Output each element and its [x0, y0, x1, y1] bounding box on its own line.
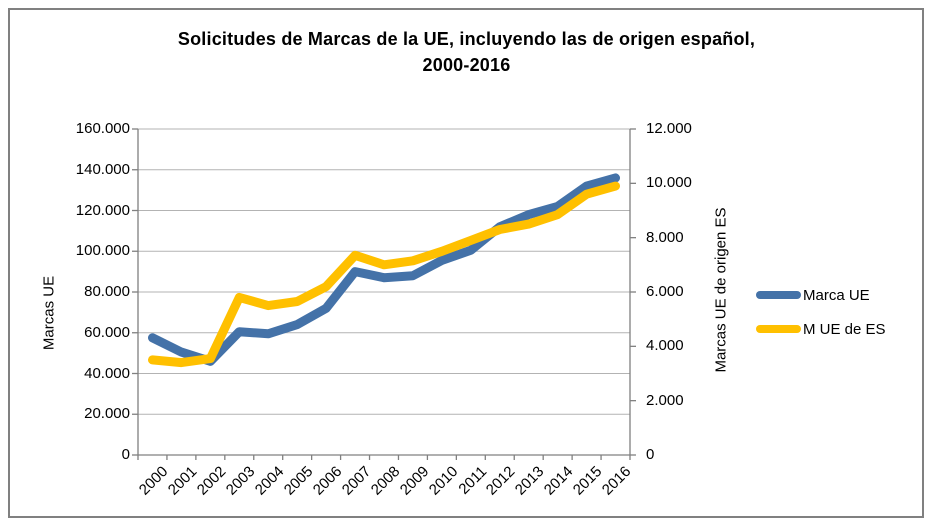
chart-title: Solicitudes de Marcas de la UE, incluyen… [0, 26, 933, 78]
legend-swatch-marca-ue [756, 291, 801, 299]
chart-title-line2: 2000-2016 [422, 55, 511, 75]
right-axis-title: Marcas UE de origen ES [712, 207, 730, 373]
right-axis-tick-label: 12.000 [646, 120, 692, 137]
legend-label-m-ue-de-es: M UE de ES [803, 320, 886, 338]
left-axis-tick-label: 40.000 [84, 364, 130, 382]
legend-swatch-m-ue-de-es [756, 325, 801, 333]
left-axis-tick-label: 160.000 [75, 120, 130, 137]
series-line-m-ue-de-es [148, 181, 620, 368]
right-axis-tick-label: 0 [646, 446, 655, 463]
legend: Marca UE M UE de ES [756, 285, 886, 353]
legend-item-m-ue-de-es[interactable]: M UE de ES [756, 319, 886, 339]
series-line-marca-ue [148, 173, 620, 366]
left-axis-tick-label: 120.000 [75, 201, 130, 219]
left-axis-tick-label: 20.000 [84, 405, 130, 423]
right-axis-tick-label: 4.000 [646, 337, 684, 355]
right-axis-tick-label: 8.000 [646, 228, 684, 246]
right-axis-tick-label: 6.000 [646, 283, 684, 300]
left-axis-title: Marcas UE [40, 275, 58, 351]
left-axis-tick-label: 140.000 [75, 160, 130, 178]
chart-title-line1: Solicitudes de Marcas de la UE, incluyen… [177, 29, 756, 49]
left-axis-tick-label: 100.000 [75, 242, 130, 260]
legend-item-marca-ue[interactable]: Marca UE [756, 285, 886, 305]
left-axis-tick-label: 0 [121, 446, 130, 463]
left-axis-tick-label: 60.000 [84, 323, 130, 341]
right-axis-tick-label: 10.000 [646, 174, 692, 192]
legend-label-marca-ue: Marca UE [803, 286, 870, 304]
left-axis-tick-label: 80.000 [84, 283, 130, 300]
right-axis-tick-label: 2.000 [646, 391, 684, 409]
